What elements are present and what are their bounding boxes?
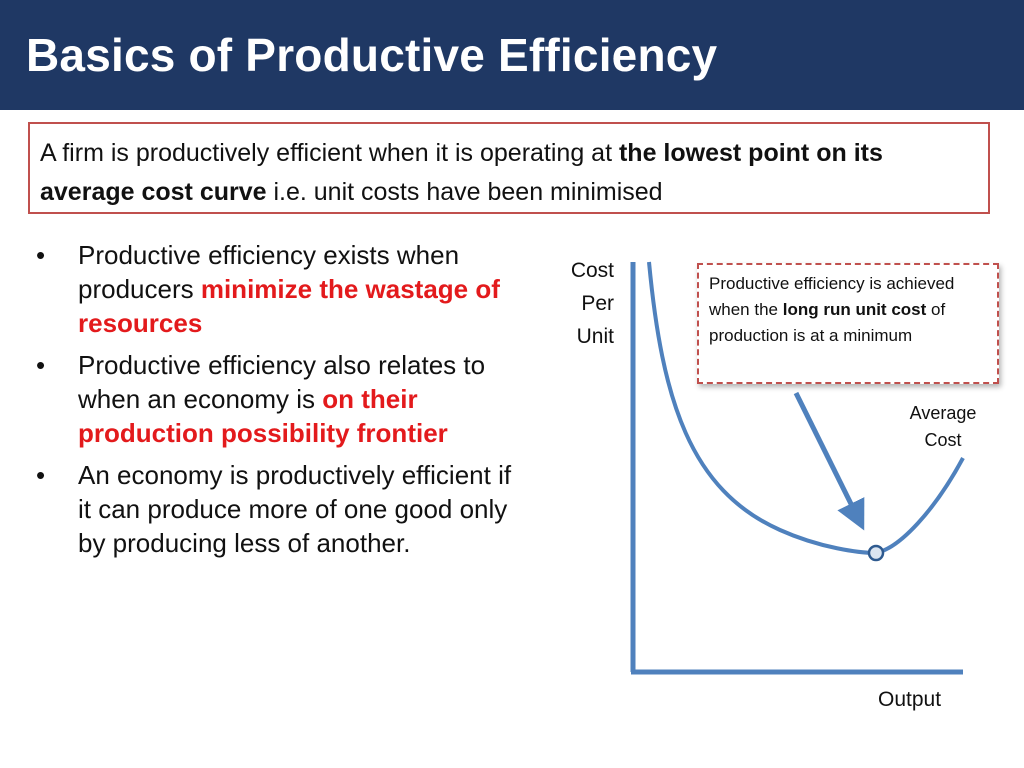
y-axis-label-line: Unit: [576, 325, 614, 348]
callout-bold-text: long run unit cost: [782, 300, 927, 319]
x-axis-label: Output: [878, 688, 942, 711]
definition-box: A firm is productively efficient when it…: [28, 122, 990, 214]
average-cost-curve: [647, 261, 965, 556]
minimum-point-marker: [867, 544, 885, 562]
callout-text-2: of production is at a minimum: [709, 300, 946, 345]
definition-bold-text: the lowest point on its average cost cur…: [40, 139, 883, 206]
bullet-dot-icon: •: [36, 460, 46, 490]
callout-arrow: [793, 391, 865, 531]
curve-label: Average Cost: [890, 400, 996, 454]
y-axis-label-line: Cost: [570, 259, 614, 282]
bullet-dot-icon: •: [36, 350, 46, 380]
curve-label-line: Average: [909, 403, 977, 423]
bullet-item: • Productive efficiency exists when produ…: [36, 238, 526, 340]
callout-box: Productive efficiency is achieved when t…: [697, 263, 999, 384]
bullet-highlight: on their production possibility frontier: [78, 384, 448, 448]
bullet-text: Productive efficiency exists when produc…: [78, 240, 460, 304]
slide-title: Basics of Productive Efficiency: [26, 29, 718, 81]
bullet-list: • Productive efficiency exists when produ…: [36, 238, 526, 568]
bullet-dot-icon: •: [36, 240, 46, 270]
definition-text-2: i.e. unit costs have been minimised: [266, 178, 663, 206]
curve-label-line: Cost: [924, 430, 962, 450]
callout-text-1: Productive efficiency is achieved when t…: [709, 274, 955, 319]
bullet-text: Productive efficiency also relates to wh…: [78, 350, 486, 414]
bullet-text: An economy is productively efficient if …: [78, 460, 512, 558]
title-bar: Basics of Productive Efficiency: [0, 0, 1024, 110]
y-axis-label-line: Per: [581, 292, 614, 315]
y-axis-label: Cost Per Unit: [548, 254, 614, 353]
bullet-item: • Productive efficiency also relates to w…: [36, 348, 526, 450]
bullet-item: • An economy is productively efficient if…: [36, 458, 526, 560]
definition-text-1: A firm is productively efficient when it…: [40, 139, 619, 167]
bullet-highlight: minimize the wastage of resources: [78, 274, 500, 338]
